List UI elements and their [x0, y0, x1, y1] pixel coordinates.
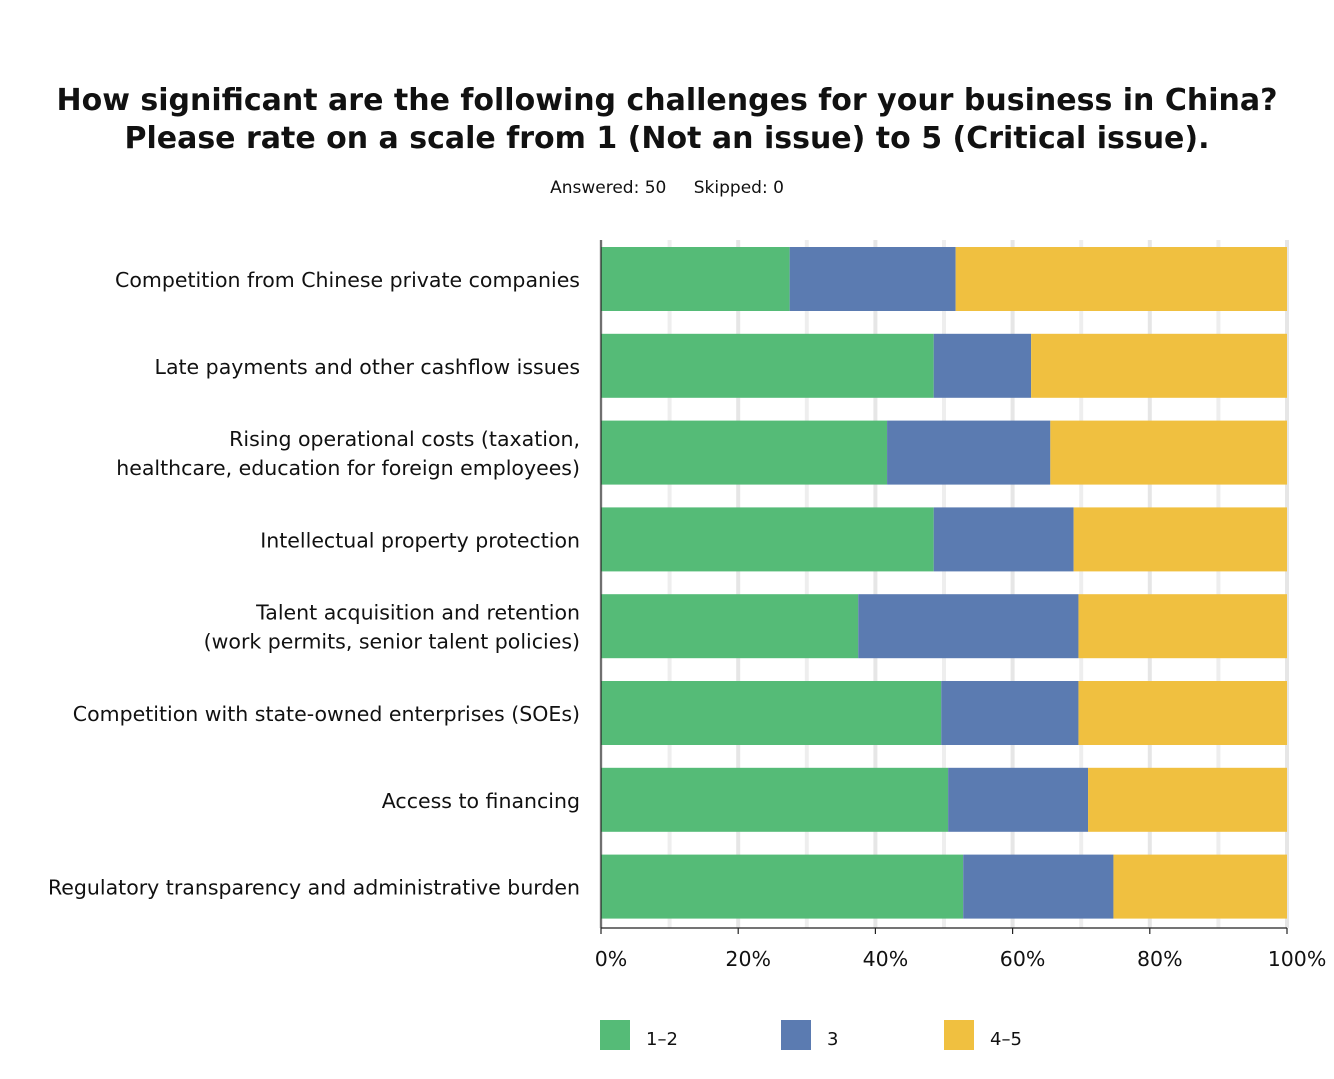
bar-segment: [955, 247, 1287, 311]
legend-swatch: [600, 1020, 630, 1050]
bar-segment: [601, 420, 888, 485]
x-tick-label: 60%: [1000, 947, 1046, 971]
bar-segment: [1050, 420, 1287, 485]
response-summary: Answered: 50 Skipped: 0: [0, 176, 1334, 200]
bar-segment: [601, 333, 934, 398]
x-tick-label: 0%: [595, 947, 628, 971]
x-tick-label: 20%: [725, 947, 771, 971]
category-label: Regulatory transparency and administrati…: [48, 876, 580, 900]
bar-segment: [1078, 594, 1287, 659]
bar-segment: [858, 594, 1079, 659]
bar-segment: [887, 420, 1051, 485]
category-label: Rising operational costs (taxation,: [229, 427, 580, 451]
bar-segment: [601, 507, 934, 572]
bar-segment: [1113, 854, 1287, 919]
category-label: Access to financing: [382, 789, 580, 813]
category-label: Competition with state-owned enterprises…: [73, 702, 580, 726]
bar-segment: [933, 333, 1032, 398]
x-tick-label: 40%: [863, 947, 909, 971]
x-tick-label: 100%: [1268, 947, 1327, 971]
bar-segment: [601, 767, 949, 832]
category-label: Talent acquisition and retention: [255, 601, 580, 625]
bar-segment: [1031, 333, 1287, 398]
bar-segment: [601, 247, 790, 311]
bar-segment: [1088, 767, 1287, 832]
category-label: Competition from Chinese private compani…: [115, 268, 580, 292]
bar-segment: [948, 767, 1089, 832]
bar-segment: [1073, 507, 1287, 572]
category-label: Intellectual property protection: [260, 528, 580, 552]
bar-segment: [601, 681, 942, 745]
bar-segment: [1078, 681, 1287, 745]
bar-segment: [789, 247, 956, 311]
category-label: (work permits, senior talent policies): [204, 630, 580, 654]
legend-swatch: [944, 1020, 974, 1050]
bar-segment: [933, 507, 1074, 572]
legend-label: 4–5: [990, 1029, 1022, 1050]
category-label: Late payments and other cashflow issues: [155, 355, 580, 379]
category-label: healthcare, education for foreign employ…: [116, 456, 580, 480]
bar-segment: [601, 594, 859, 659]
bar-segment: [941, 681, 1079, 745]
chart-title-line-1: How significant are the following challe…: [56, 83, 1278, 118]
bar-segment: [963, 854, 1114, 919]
skipped-count: Skipped: 0: [693, 178, 784, 198]
legend-label: 1–2: [646, 1029, 678, 1050]
answered-count: Answered: 50: [550, 178, 667, 198]
chart-title-line-2: Please rate on a scale from 1 (Not an is…: [124, 121, 1210, 156]
legend-label: 3: [827, 1029, 838, 1050]
x-tick-label: 80%: [1137, 947, 1183, 971]
bar-segment: [601, 854, 964, 919]
legend-swatch: [781, 1020, 811, 1050]
